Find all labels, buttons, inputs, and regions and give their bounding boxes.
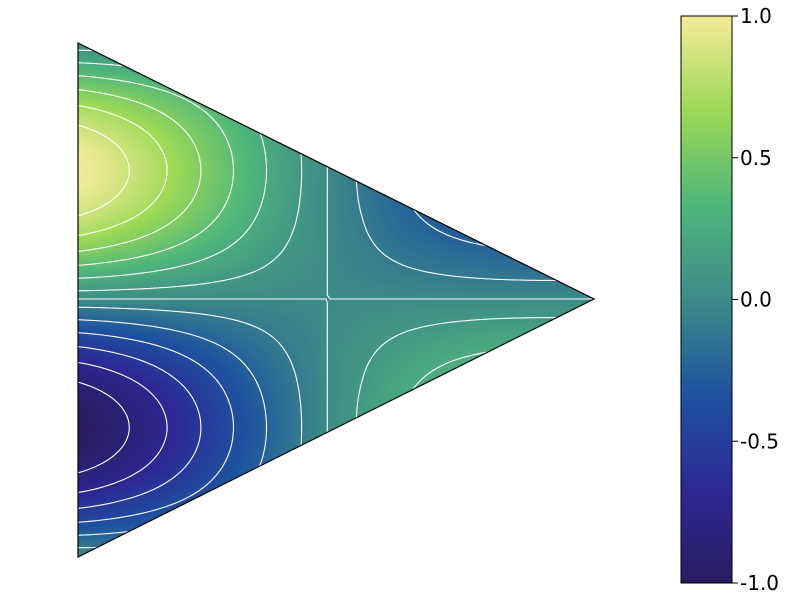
triangle-outline — [77, 42, 596, 558]
colorbar-tick-label: -1.0 — [740, 571, 779, 595]
colorbar-tick-label: 1.0 — [740, 4, 772, 28]
colorbar-gradient — [681, 16, 732, 583]
heat-field — [78, 43, 594, 557]
colorbar-ticks: 1.0 0.5 0.0 -0.5 -1.0 — [732, 4, 779, 595]
contour-line — [78, 381, 130, 474]
contour-line — [78, 104, 168, 237]
contour-line — [78, 124, 130, 217]
contour-line — [78, 346, 202, 509]
contour-line — [78, 89, 202, 252]
colorbar-tick-label: 0.5 — [740, 146, 772, 170]
colorbar-tick-label: -0.5 — [740, 429, 779, 453]
contour-line — [78, 361, 168, 494]
colorbar: 1.0 0.5 0.0 -0.5 -1.0 — [680, 4, 779, 595]
colorbar-tick-label: 0.0 — [740, 288, 772, 312]
